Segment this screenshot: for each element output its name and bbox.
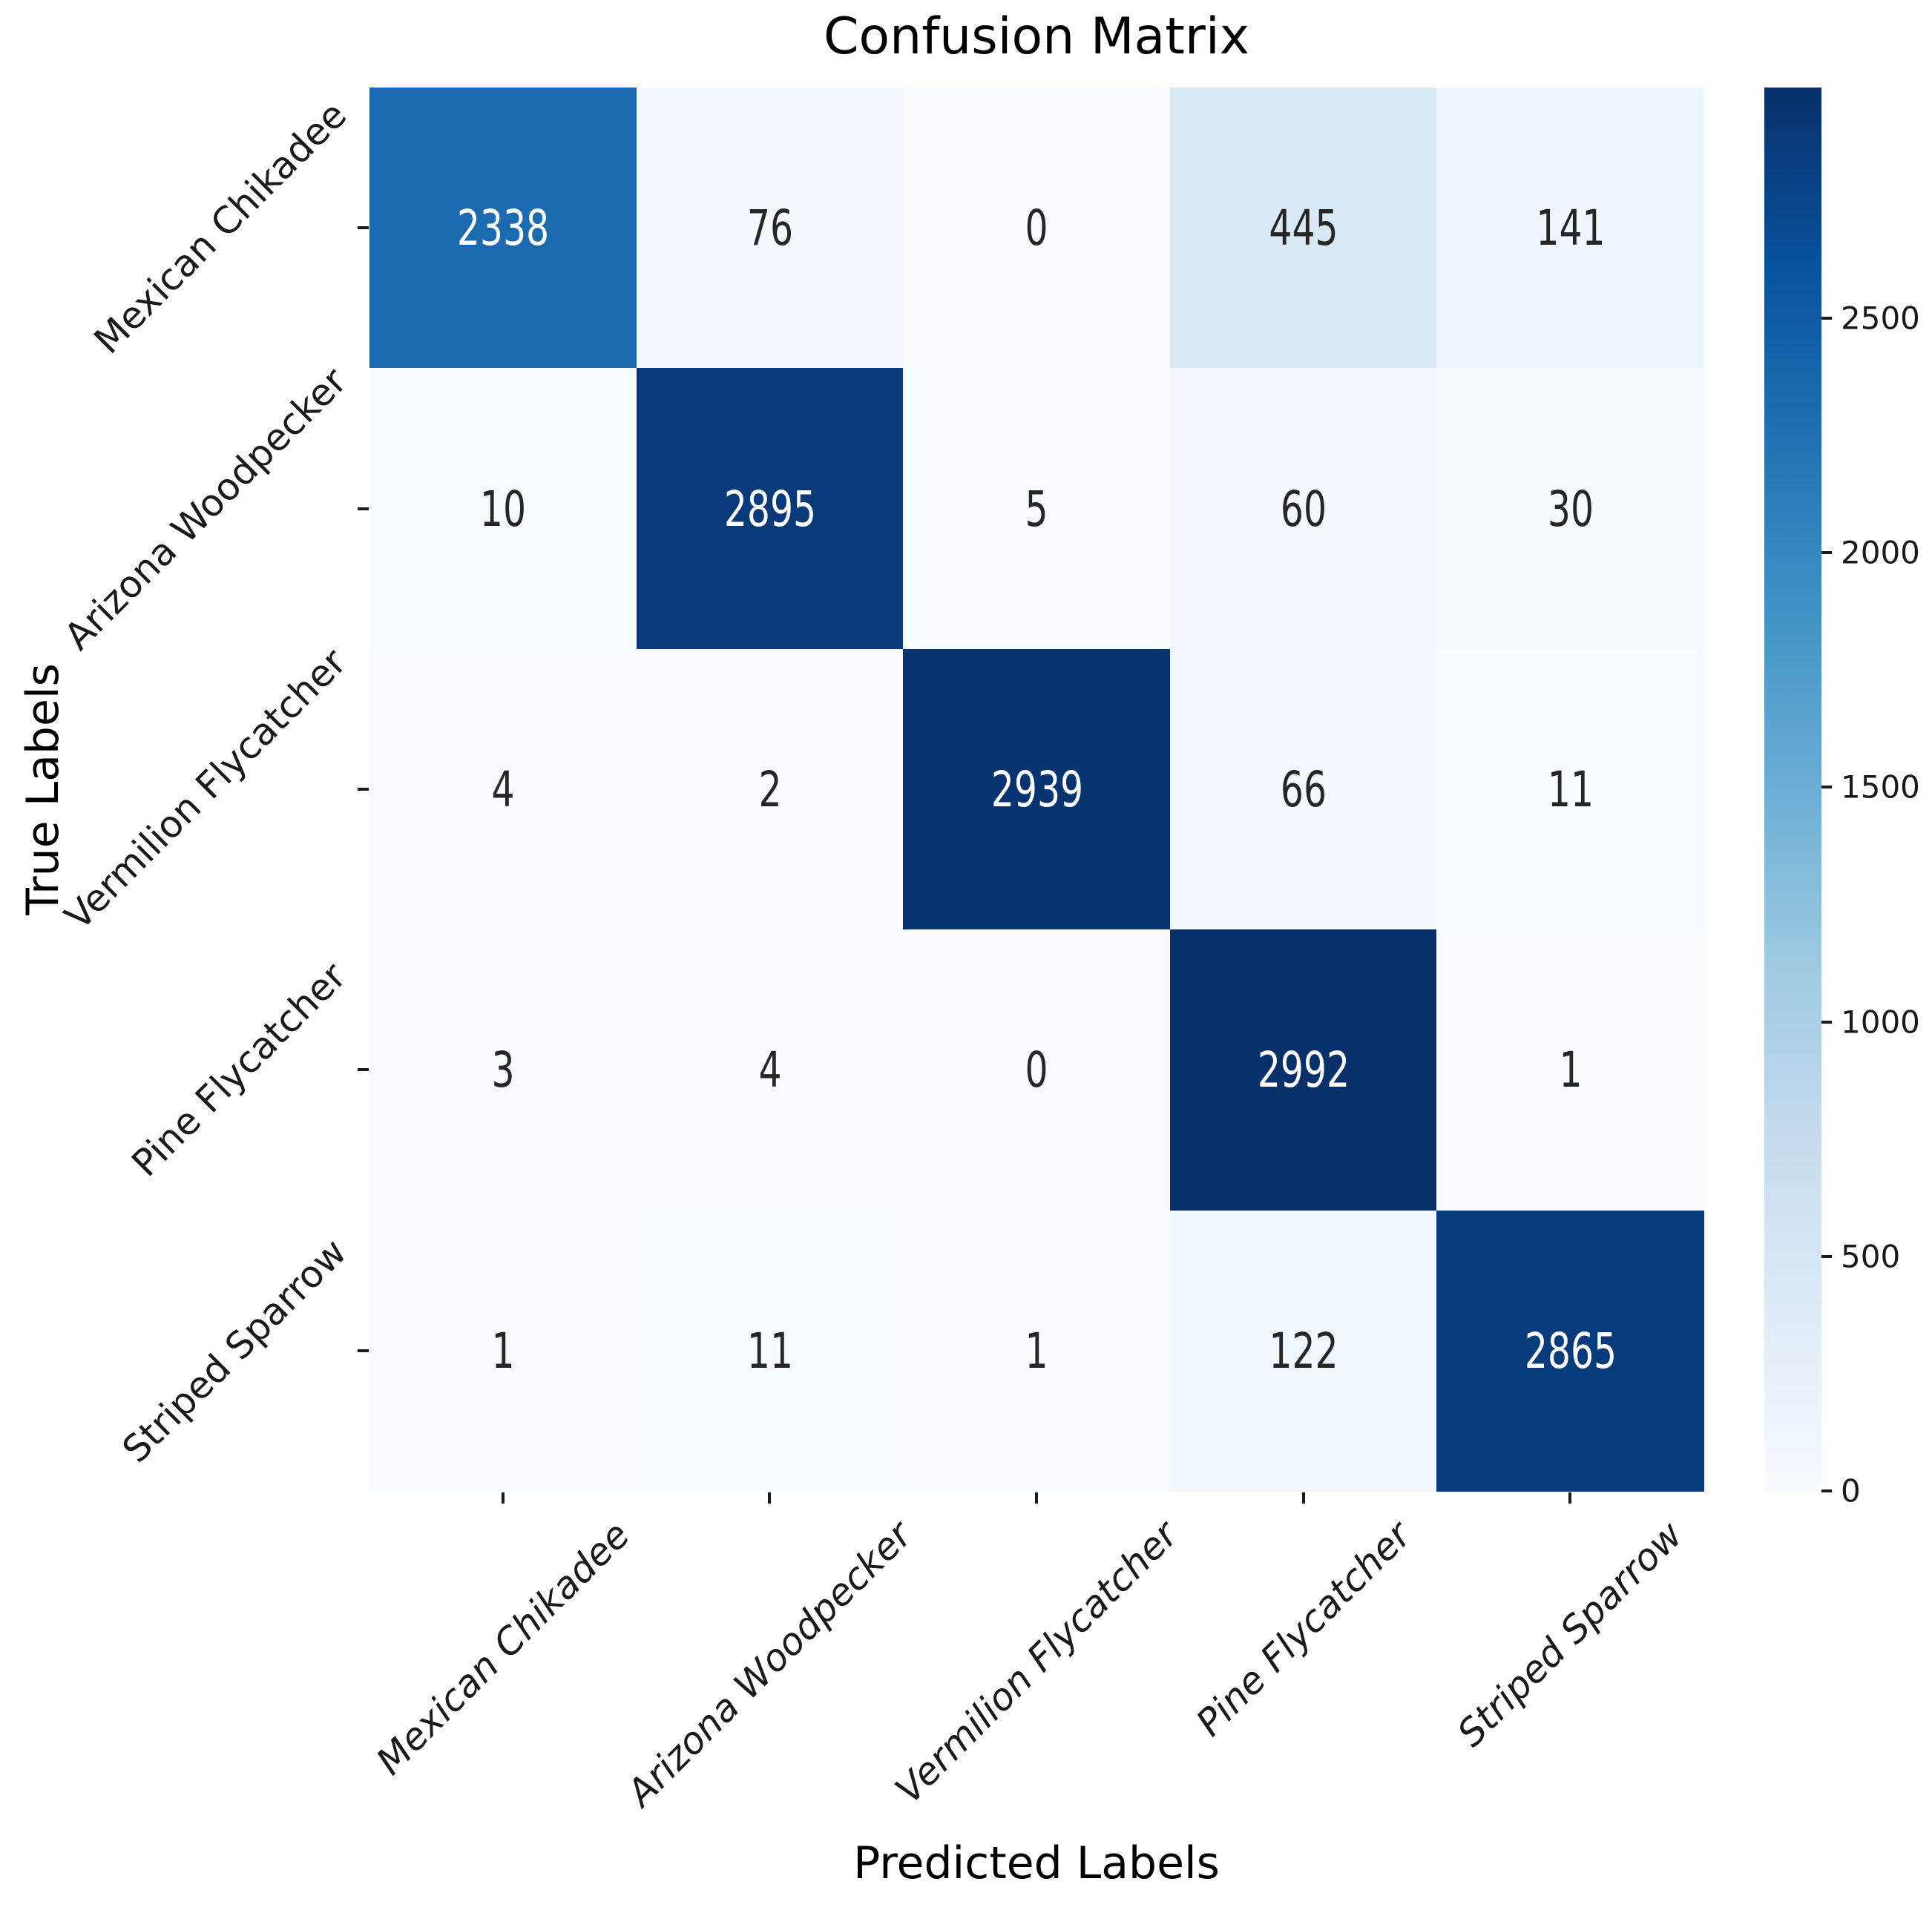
heatmap-cell: 30: [1436, 368, 1704, 650]
heatmap-cell: 2992: [1169, 929, 1438, 1211]
heatmap-cell: 3: [369, 929, 637, 1211]
heatmap-cell: 2338: [369, 88, 637, 369]
cell-value: 11: [746, 1322, 793, 1380]
colorbar-tick-label: 1500: [1841, 768, 1920, 806]
cell-value: 1: [1559, 1041, 1583, 1099]
colorbar-tick: [1821, 1020, 1832, 1024]
heatmap-cell: 5: [903, 368, 1171, 650]
y-tick: [358, 788, 369, 791]
colorbar-tick-label: 1000: [1841, 1004, 1920, 1041]
cell-value: 3: [491, 1041, 515, 1099]
x-tick: [1568, 1492, 1572, 1504]
heatmap-cell: 1: [1436, 929, 1704, 1211]
heatmap-cell: 2: [636, 648, 904, 931]
y-tick: [358, 1068, 369, 1072]
heatmap-cell: 4: [636, 929, 904, 1211]
x-tick: [501, 1492, 505, 1504]
colorbar-tick-label: 2500: [1841, 300, 1920, 337]
colorbar-tick: [1821, 551, 1832, 555]
y-axis-title: True Labels: [17, 663, 69, 915]
cell-value: 141: [1536, 200, 1606, 257]
heatmap-cell: 4: [369, 648, 637, 931]
cell-value: 11: [1547, 760, 1594, 818]
heatmap-cell: 0: [903, 929, 1171, 1211]
colorbar-tick-label: 0: [1841, 1472, 1861, 1509]
colorbar: [1764, 88, 1821, 1491]
cell-value: 66: [1281, 760, 1327, 818]
heatmap-cell: 122: [1169, 1210, 1438, 1492]
x-tick-label: Mexican Chikadee: [367, 1512, 638, 1783]
colorbar-tick: [1821, 786, 1832, 789]
x-tick-label: Pine Flycatcher: [1187, 1513, 1419, 1745]
cell-value: 10: [480, 480, 527, 538]
cell-value: 122: [1269, 1322, 1338, 1380]
colorbar-tick: [1821, 1254, 1832, 1258]
cell-value: 1: [1025, 1322, 1049, 1380]
heatmap-cell: 445: [1169, 88, 1438, 369]
colorbar-tick: [1821, 1489, 1832, 1492]
y-tick-label: Striped Sparrow: [114, 1230, 355, 1471]
y-tick: [358, 507, 369, 510]
x-tick-label: Vermilion Flycatcher: [887, 1513, 1186, 1812]
cell-value: 1: [491, 1322, 515, 1380]
colorbar-tick-label: 500: [1841, 1238, 1901, 1275]
cell-value: 0: [1025, 1041, 1049, 1099]
x-tick: [1301, 1492, 1305, 1504]
cell-value: 0: [1025, 200, 1049, 257]
cell-value: 2895: [723, 480, 817, 538]
cell-value: 4: [758, 1041, 782, 1099]
cell-value: 30: [1547, 480, 1594, 538]
cell-value: 76: [746, 200, 793, 257]
heatmap-cell: 66: [1169, 648, 1438, 931]
heatmap-cell: 11: [636, 1210, 904, 1492]
heatmap-cell: 10: [369, 368, 637, 650]
cell-value: 2939: [990, 760, 1083, 818]
heatmap-cell: 2895: [636, 368, 904, 650]
y-tick: [358, 226, 369, 230]
cell-value: 2865: [1524, 1322, 1617, 1380]
y-tick-label: Vermilion Flycatcher: [56, 640, 355, 938]
cell-value: 60: [1281, 480, 1327, 538]
x-tick: [1035, 1492, 1038, 1504]
x-tick-label: Striped Sparrow: [1449, 1513, 1692, 1755]
cell-value: 4: [491, 760, 515, 818]
y-tick-label: Pine Flycatcher: [123, 954, 355, 1185]
y-tick-label: Mexican Chikadee: [85, 93, 355, 363]
cell-value: 2338: [457, 200, 550, 257]
colorbar-tick-label: 2000: [1841, 534, 1920, 571]
heatmap-cell: 1: [903, 1210, 1171, 1492]
x-tick: [768, 1492, 772, 1504]
cell-value: 445: [1269, 200, 1338, 257]
heatmap-cell: 11: [1436, 648, 1704, 931]
cell-value: 2: [758, 760, 782, 818]
x-tick-label: Arizona Woodpecker: [619, 1512, 921, 1814]
cell-value: 2992: [1257, 1041, 1350, 1099]
cell-value: 5: [1025, 480, 1049, 538]
y-tick-label: Arizona Woodpecker: [56, 359, 355, 658]
heatmap-cell: 0: [903, 88, 1171, 369]
heatmap-cell: 2939: [903, 648, 1171, 931]
y-tick: [358, 1349, 369, 1352]
heatmap-cell: 1: [369, 1210, 637, 1492]
colorbar-tick: [1821, 317, 1832, 320]
heatmap-cell: 2865: [1436, 1210, 1704, 1492]
heatmap-cell: 60: [1169, 368, 1438, 650]
heatmap-cell: 76: [636, 88, 904, 369]
chart-title: Confusion Matrix: [824, 7, 1249, 66]
x-axis-title: Predicted Labels: [853, 1837, 1220, 1889]
heatmap-cell: 141: [1436, 88, 1704, 369]
